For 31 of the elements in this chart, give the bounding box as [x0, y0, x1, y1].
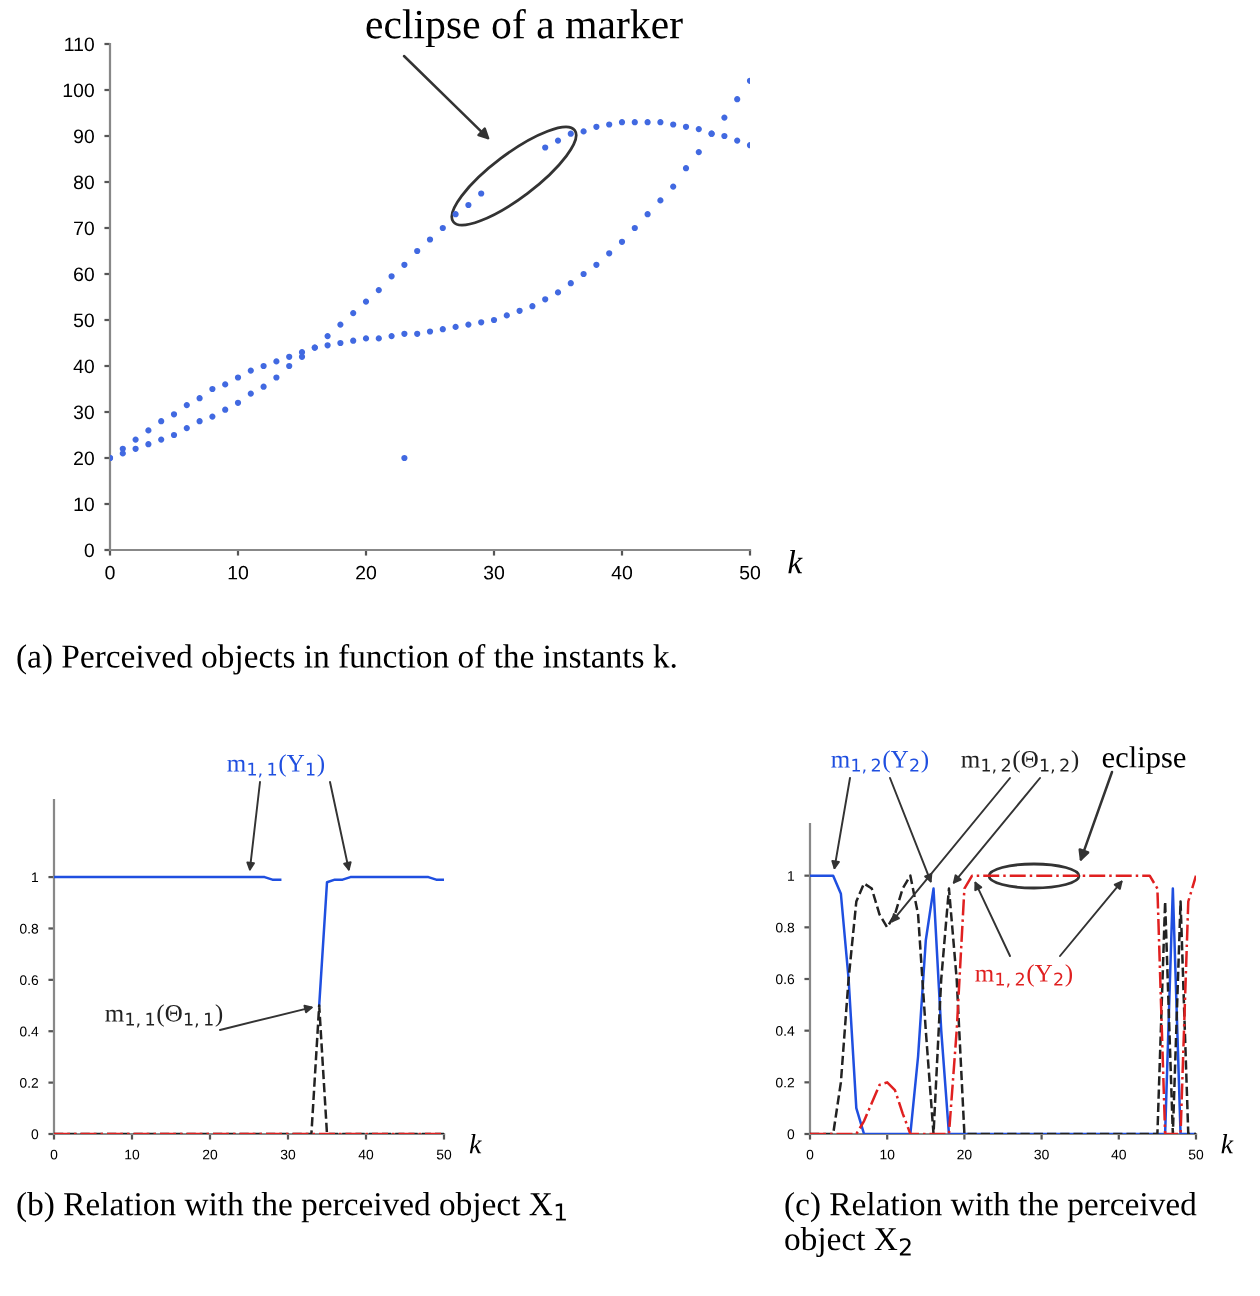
y-tick-label: 60	[74, 267, 94, 282]
text: eclipse	[1102, 746, 1186, 774]
text: m$_{1,1}$(Θ$_{1,1}$)	[105, 1004, 223, 1028]
text: m$_{1,1}$(Y$_{1}$)	[227, 754, 325, 778]
y-tick-label: 100	[63, 83, 94, 98]
text: m$_{1,2}$(Y$_{2}$)	[831, 750, 929, 774]
y-tick-label: 40	[73, 359, 94, 374]
y-tick-label: 90	[74, 129, 94, 144]
x-tick-label: 20	[356, 565, 377, 580]
y-tick-label: 0	[84, 543, 94, 558]
y-tick-label: 30	[73, 405, 94, 420]
x-axis-title: k	[788, 550, 803, 574]
text: (c) Relation with the perceived object X$_{2}$	[785, 1192, 1197, 1258]
y-tick-label: 110	[65, 37, 94, 52]
text: (a) Perceived objects in function of the instants k.	[17, 644, 676, 675]
x-tick-label: 0	[105, 565, 115, 580]
x-tick-label: 50	[739, 565, 761, 580]
x-tick-label: 30	[483, 565, 505, 580]
x-axis-title: k	[1221, 1134, 1234, 1154]
series-label: m$_{1,2}$(Y$_{2}$)	[975, 964, 1073, 988]
x-tick-label: 10	[228, 565, 249, 580]
y-tick-label: 70	[74, 221, 94, 236]
text: (b) Relation with the perceived object X$_{1}$	[17, 1192, 566, 1223]
y-tick-label: 10	[74, 497, 94, 512]
y-tick-label: 80	[73, 175, 94, 190]
annotation: eclipse of a marker	[366, 8, 683, 48]
y-tick-label: 50	[73, 313, 94, 328]
x-tick-label: 40	[611, 565, 633, 580]
y-tick-label: 20	[74, 451, 94, 466]
x-axis-title: k	[469, 1134, 482, 1154]
text: m$_{1,2}$(Θ$_{1,2}$)	[961, 750, 1079, 774]
